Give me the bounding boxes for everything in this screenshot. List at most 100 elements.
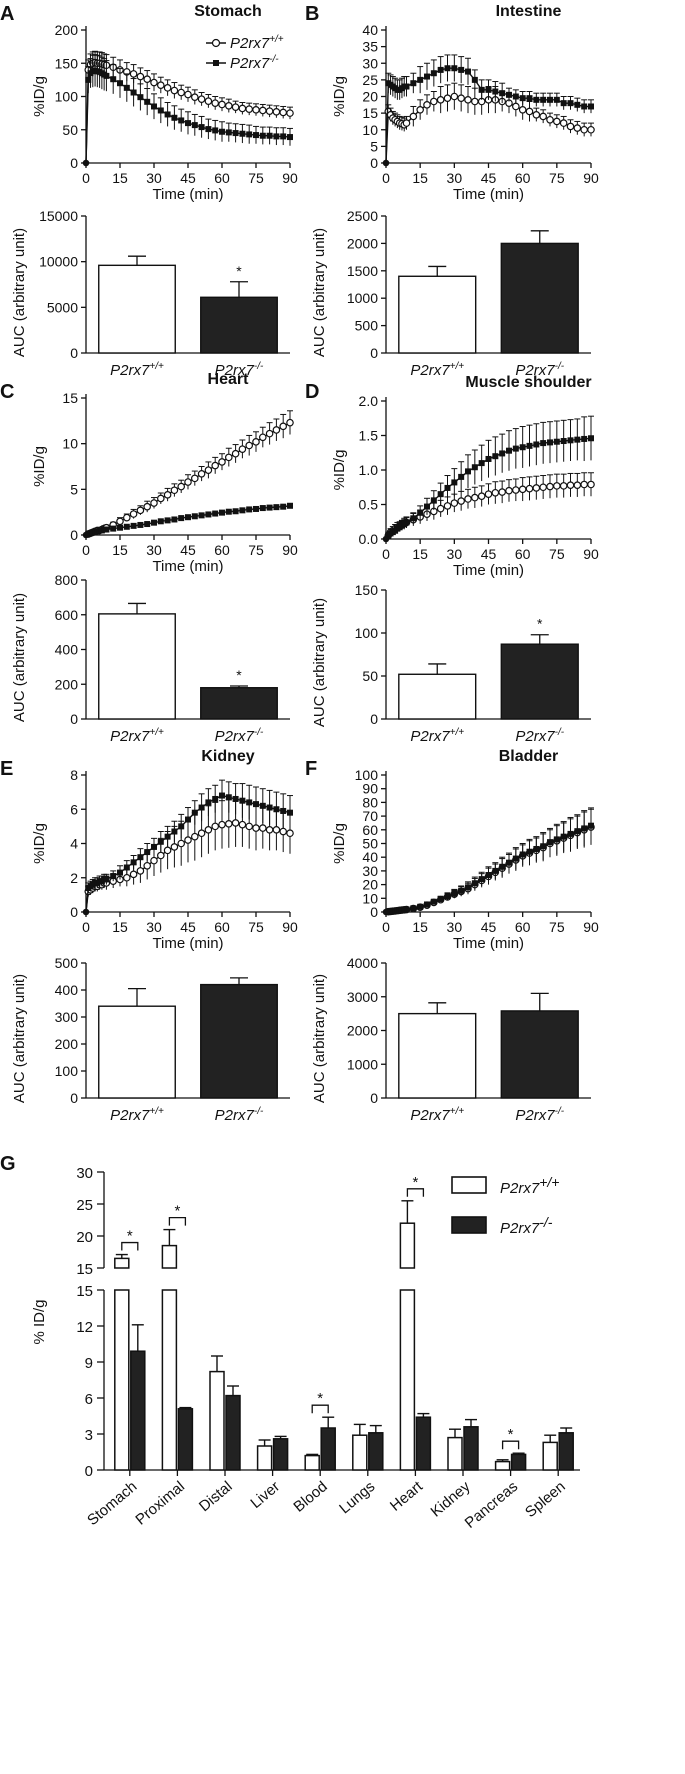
b-time-point-wt <box>430 97 438 106</box>
c-time-point-wt <box>184 478 192 486</box>
f-time-xtick-label: 0 <box>382 919 390 935</box>
panel-letter-b: B <box>305 3 319 25</box>
f-time-point-ko <box>553 836 560 843</box>
e-auc-ytick-label: 500 <box>55 955 79 971</box>
b-time-point-wt <box>566 122 575 131</box>
d-time-xtick-label: 60 <box>515 546 531 562</box>
a-time-point-wt <box>150 78 158 87</box>
a-time-point-origin <box>82 159 90 167</box>
g-ytick-label: 30 <box>76 1165 93 1182</box>
g-significance-star: * <box>127 1228 133 1245</box>
d-auc-ytick-label: 150 <box>355 582 379 598</box>
g-significance-bracket <box>501 1440 520 1450</box>
b-time-point-ko <box>499 90 506 97</box>
f-time-ytick-label: 0 <box>370 904 378 920</box>
e-time-point-wt <box>272 825 281 834</box>
f-time-ytick-label: 50 <box>362 836 378 852</box>
g-bar-blood-ko <box>320 1427 336 1471</box>
d-time-point-ko <box>567 437 574 444</box>
a-time-point-ko <box>164 111 171 118</box>
c-time-ylabel: %ID/g <box>31 446 48 487</box>
g-bar-lungs-wt <box>352 1434 368 1471</box>
a-time-ytick-label: 150 <box>55 55 79 71</box>
a-auc-ytick-label: 5000 <box>47 299 78 315</box>
e-time-xtick-label: 15 <box>112 919 128 935</box>
a-time-point-wt <box>238 104 247 113</box>
c-time-point-ko <box>123 523 130 530</box>
d-time-point-wt <box>457 497 465 505</box>
c-time-point-ko <box>232 508 239 515</box>
a-time-xtick-label: 30 <box>146 170 162 186</box>
f-time-xtick-label: 60 <box>515 919 531 935</box>
d-time-point-ko <box>506 447 512 454</box>
a-time-point-wt <box>177 88 186 97</box>
b-time-ytick-label: 20 <box>362 89 378 105</box>
b-time-point-wt <box>525 107 534 116</box>
c-time-ytick-label: 0 <box>70 527 78 543</box>
g-bar-stomach-wt-upper <box>114 1257 130 1269</box>
e-time-point-ko <box>246 799 253 806</box>
a-time-point-ko <box>185 120 191 127</box>
c-time-ytick-label: 5 <box>70 481 78 497</box>
c-time-point-ko <box>266 504 273 511</box>
d-time-point-ko <box>485 455 492 462</box>
c-time-point-wt <box>279 422 288 431</box>
c-auc-ytick-label: 800 <box>55 572 79 588</box>
g-significance-bracket <box>168 1216 187 1226</box>
d-time-point-wt <box>580 480 588 489</box>
e-time-point-ko <box>198 804 205 811</box>
f-time-point-ko <box>465 884 471 891</box>
a-auc-ytick-label: 15000 <box>39 208 78 224</box>
c-time-point-ko <box>171 516 178 523</box>
b-time-point-ko <box>437 66 444 73</box>
f-time-point-ko <box>519 851 526 858</box>
b-time-point-wt <box>436 96 445 104</box>
b-time-point-ko <box>567 100 574 107</box>
b-time-point-ko <box>574 101 581 108</box>
d-time-point-wt <box>566 481 575 489</box>
a-time-point-ko <box>232 130 239 137</box>
c-time-point-wt <box>129 510 138 518</box>
c-time-ytick-label: 15 <box>62 390 78 406</box>
g-legend-label-wt: P2rx7+/+ <box>500 1174 559 1197</box>
d-time-point-wt <box>512 486 520 494</box>
g-bar-lungs-ko <box>368 1432 384 1471</box>
b-time-xtick-label: 30 <box>447 170 463 186</box>
d-time-xlabel: Time (min) <box>453 562 524 579</box>
a-time-point-wt <box>143 75 152 84</box>
a-time-point-wt <box>272 107 281 116</box>
g-bar-blood-wt <box>304 1454 320 1471</box>
e-time-xtick-label: 60 <box>214 919 230 935</box>
b-time-point-ko <box>471 76 478 83</box>
a-time-point-ko <box>253 132 259 139</box>
e-time-point-ko <box>137 854 144 861</box>
b-time-ytick-label: 25 <box>362 72 378 88</box>
e-time-point-wt <box>286 829 294 838</box>
a-time-point-wt <box>218 100 226 109</box>
f-time-point-ko <box>499 863 506 870</box>
g-bar-pancreas-wt <box>494 1460 511 1471</box>
g-bar-proximal-wt-upper <box>161 1244 178 1269</box>
e-auc-bar-wt <box>98 1005 176 1099</box>
f-auc-category-label: P2rx7+/+ <box>410 1106 464 1124</box>
c-time-point-ko <box>198 512 205 519</box>
f-time-point-ko <box>588 822 594 829</box>
d-time-point-ko <box>471 464 478 471</box>
f-time-point-ko <box>492 867 499 874</box>
a-time-xlabel: Time (min) <box>152 186 223 203</box>
a-time-point-wt <box>184 90 192 99</box>
f-time-point-ko <box>451 890 458 897</box>
f-time-point-ko <box>506 859 512 866</box>
a-time-point-ko <box>157 107 164 114</box>
e-time-point-ko <box>164 833 171 840</box>
e-time-point-ko <box>205 799 212 806</box>
c-time-point-ko <box>225 508 232 515</box>
e-time-point-ko <box>110 873 117 880</box>
g-bar-stomach-wt-lower <box>114 1289 130 1471</box>
a-time-point-wt <box>245 105 254 113</box>
g-bar-liver-wt <box>256 1445 273 1471</box>
e-time-point-ko <box>232 795 239 802</box>
a-time-xtick-label: 0 <box>82 170 90 186</box>
d-time-point-wt <box>498 488 506 496</box>
